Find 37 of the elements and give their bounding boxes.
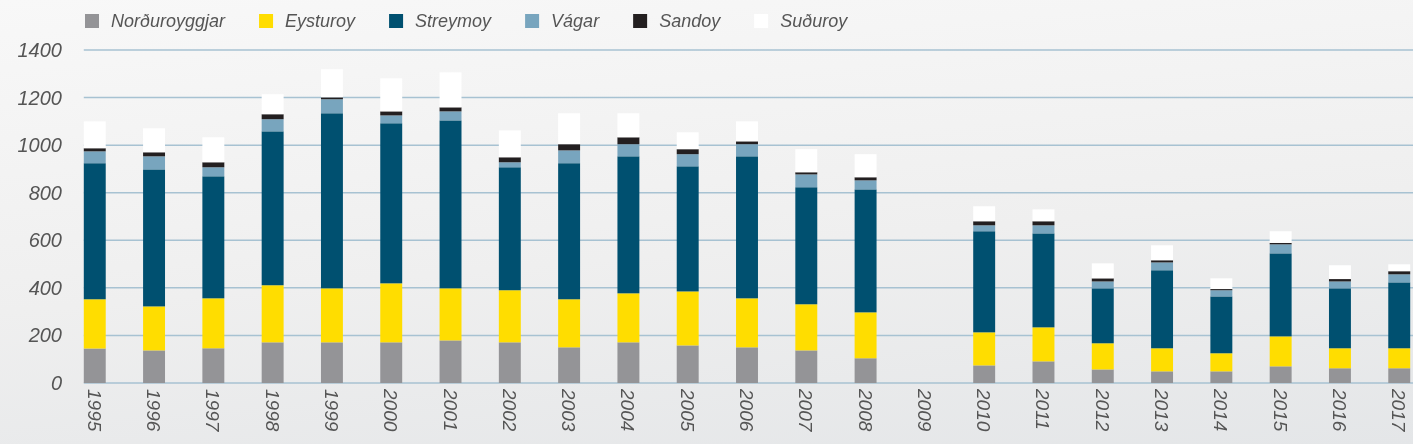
x-tick-label: 2001 xyxy=(440,388,462,432)
x-tick-label: 2000 xyxy=(380,388,402,432)
x-tick-label: 2016 xyxy=(1329,388,1351,432)
x-tick-label: 2017 xyxy=(1388,388,1410,433)
legend-label: Sandoy xyxy=(659,11,722,31)
y-tick-label: 600 xyxy=(28,229,62,252)
x-tick-label: 2012 xyxy=(1092,388,1114,432)
y-tick-label: 1400 xyxy=(17,39,62,61)
x-tick-label: 1997 xyxy=(202,389,224,433)
y-tick-label: 0 xyxy=(50,372,62,394)
x-tick-label: 2005 xyxy=(677,388,699,432)
x-tick-label: 1998 xyxy=(262,389,284,432)
y-tick-label: 200 xyxy=(27,324,62,347)
x-tick-label: 1995 xyxy=(84,389,106,432)
x-tick-label: 2008 xyxy=(855,388,877,432)
y-tick-label: 1200 xyxy=(17,86,62,109)
legend-label: Norðuroyggjar xyxy=(111,11,227,31)
x-tick-label: 2011 xyxy=(1032,388,1054,430)
y-tick-label: 400 xyxy=(28,276,62,299)
legend-label: Vágar xyxy=(551,11,601,31)
legend-label: Eysturoy xyxy=(285,11,357,31)
x-tick-label: 2002 xyxy=(499,388,521,432)
x-tick-label: 2003 xyxy=(558,388,580,432)
x-tick-label: 2004 xyxy=(617,388,639,432)
legend-label: Streymoy xyxy=(415,11,493,31)
x-tick-label: 2015 xyxy=(1270,388,1292,432)
x-tick-label: 2006 xyxy=(736,388,758,432)
x-tick-label: 2010 xyxy=(973,388,995,432)
x-tick-label: 2009 xyxy=(914,388,936,432)
x-tick-label: 1999 xyxy=(321,389,343,432)
y-tick-label: 1000 xyxy=(17,134,62,157)
legend-label: Suðuroy xyxy=(780,11,849,31)
x-tick-label: 2007 xyxy=(795,388,817,433)
x-tick-label: 2014 xyxy=(1210,388,1232,432)
y-tick-label: 800 xyxy=(28,181,62,204)
x-tick-label: 1996 xyxy=(143,389,165,432)
x-tick-label: 2013 xyxy=(1151,388,1173,432)
